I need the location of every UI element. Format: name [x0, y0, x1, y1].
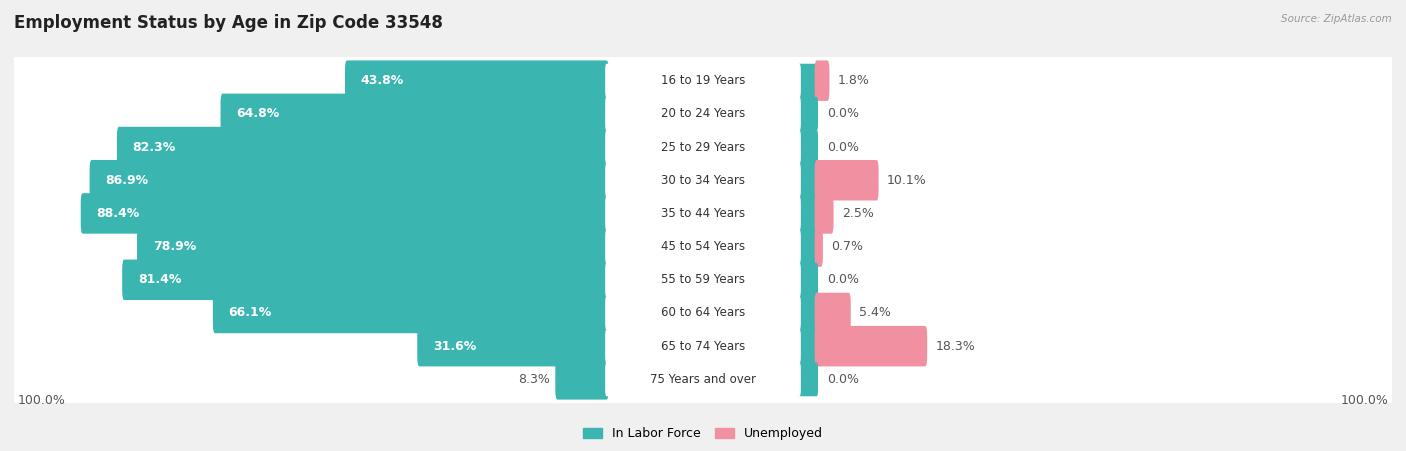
Text: 100.0%: 100.0%: [1340, 395, 1389, 407]
FancyBboxPatch shape: [13, 223, 1393, 270]
Text: 60 to 64 Years: 60 to 64 Years: [661, 307, 745, 319]
FancyBboxPatch shape: [418, 326, 609, 366]
FancyBboxPatch shape: [799, 64, 818, 97]
Text: 82.3%: 82.3%: [132, 141, 176, 153]
FancyBboxPatch shape: [80, 193, 609, 234]
Text: 65 to 74 Years: 65 to 74 Years: [661, 340, 745, 353]
FancyBboxPatch shape: [814, 293, 851, 333]
FancyBboxPatch shape: [799, 97, 818, 131]
Text: 16 to 19 Years: 16 to 19 Years: [661, 74, 745, 87]
FancyBboxPatch shape: [221, 94, 609, 134]
FancyBboxPatch shape: [13, 356, 1393, 403]
FancyBboxPatch shape: [814, 60, 830, 101]
Text: 10.1%: 10.1%: [887, 174, 927, 187]
FancyBboxPatch shape: [122, 259, 609, 300]
FancyBboxPatch shape: [13, 90, 1393, 138]
FancyBboxPatch shape: [605, 263, 801, 297]
Text: 18.3%: 18.3%: [935, 340, 976, 353]
FancyBboxPatch shape: [555, 359, 609, 400]
FancyBboxPatch shape: [605, 64, 801, 97]
Text: 5.4%: 5.4%: [859, 307, 891, 319]
FancyBboxPatch shape: [814, 326, 927, 366]
FancyBboxPatch shape: [13, 57, 1393, 104]
FancyBboxPatch shape: [605, 296, 801, 330]
Text: 100.0%: 100.0%: [17, 395, 66, 407]
Text: 66.1%: 66.1%: [229, 307, 271, 319]
FancyBboxPatch shape: [799, 329, 818, 363]
FancyBboxPatch shape: [117, 127, 609, 167]
Text: Source: ZipAtlas.com: Source: ZipAtlas.com: [1281, 14, 1392, 23]
Text: 1.8%: 1.8%: [838, 74, 869, 87]
FancyBboxPatch shape: [605, 130, 801, 164]
FancyBboxPatch shape: [13, 290, 1393, 336]
Text: 75 Years and over: 75 Years and over: [650, 373, 756, 386]
Text: 31.6%: 31.6%: [433, 340, 477, 353]
FancyBboxPatch shape: [13, 190, 1393, 237]
FancyBboxPatch shape: [799, 296, 818, 330]
FancyBboxPatch shape: [344, 60, 609, 101]
Text: 78.9%: 78.9%: [153, 240, 195, 253]
Text: 30 to 34 Years: 30 to 34 Years: [661, 174, 745, 187]
FancyBboxPatch shape: [799, 363, 818, 396]
FancyBboxPatch shape: [212, 293, 609, 333]
Text: Employment Status by Age in Zip Code 33548: Employment Status by Age in Zip Code 335…: [14, 14, 443, 32]
Text: 0.0%: 0.0%: [827, 373, 859, 386]
Text: 0.0%: 0.0%: [827, 141, 859, 153]
FancyBboxPatch shape: [13, 124, 1393, 170]
Text: 55 to 59 Years: 55 to 59 Years: [661, 273, 745, 286]
FancyBboxPatch shape: [814, 160, 879, 201]
FancyBboxPatch shape: [814, 226, 823, 267]
Text: 88.4%: 88.4%: [97, 207, 139, 220]
Text: 81.4%: 81.4%: [138, 273, 181, 286]
FancyBboxPatch shape: [605, 329, 801, 363]
FancyBboxPatch shape: [605, 230, 801, 263]
FancyBboxPatch shape: [605, 97, 801, 131]
FancyBboxPatch shape: [13, 256, 1393, 304]
Text: 8.3%: 8.3%: [519, 373, 551, 386]
FancyBboxPatch shape: [605, 197, 801, 230]
Text: 64.8%: 64.8%: [236, 107, 280, 120]
Text: 0.0%: 0.0%: [827, 107, 859, 120]
FancyBboxPatch shape: [605, 363, 801, 396]
Text: 0.0%: 0.0%: [827, 273, 859, 286]
FancyBboxPatch shape: [799, 130, 818, 164]
FancyBboxPatch shape: [799, 263, 818, 297]
Text: 45 to 54 Years: 45 to 54 Years: [661, 240, 745, 253]
Text: 0.7%: 0.7%: [831, 240, 863, 253]
Text: 43.8%: 43.8%: [361, 74, 404, 87]
FancyBboxPatch shape: [799, 197, 818, 230]
FancyBboxPatch shape: [799, 230, 818, 263]
FancyBboxPatch shape: [13, 322, 1393, 370]
FancyBboxPatch shape: [136, 226, 609, 267]
Text: 25 to 29 Years: 25 to 29 Years: [661, 141, 745, 153]
FancyBboxPatch shape: [799, 163, 818, 197]
Text: 20 to 24 Years: 20 to 24 Years: [661, 107, 745, 120]
FancyBboxPatch shape: [814, 193, 834, 234]
Legend: In Labor Force, Unemployed: In Labor Force, Unemployed: [578, 423, 828, 446]
Text: 35 to 44 Years: 35 to 44 Years: [661, 207, 745, 220]
Text: 86.9%: 86.9%: [105, 174, 149, 187]
FancyBboxPatch shape: [90, 160, 609, 201]
Text: 2.5%: 2.5%: [842, 207, 873, 220]
FancyBboxPatch shape: [13, 156, 1393, 204]
FancyBboxPatch shape: [605, 163, 801, 197]
